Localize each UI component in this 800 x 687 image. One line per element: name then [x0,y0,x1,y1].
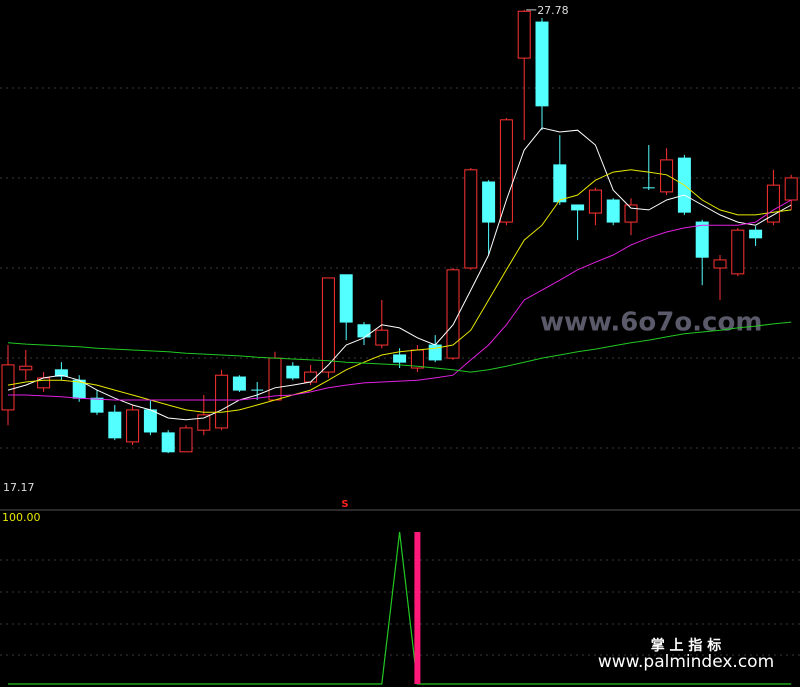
candle-body [126,409,140,443]
candle-body [108,411,122,439]
candle-body [624,204,638,223]
candle-body [304,371,318,383]
candle-body [54,369,68,377]
candle-body [357,324,371,338]
candle-body [90,397,104,413]
candle-body [161,432,175,453]
candle-body [268,357,282,401]
candle-body [339,274,353,323]
candle-body [660,159,674,193]
watermark: www.6o7o.com [540,308,762,338]
candle-body [553,164,567,203]
candle-body [1,364,15,411]
candle-body [695,221,709,258]
candle-body [410,349,424,369]
candle-body [499,119,513,223]
candle-body [393,354,407,363]
candle-body [784,177,798,201]
candle-body [375,329,389,346]
bar [414,532,421,684]
candle-body [143,409,157,433]
candle-body [197,414,211,431]
candle-body [215,374,229,429]
moving-average [7,169,792,413]
candle-body [588,189,602,214]
y-tick-label: 100.00 [2,511,41,524]
indicator-line [8,531,792,685]
candle-body [713,259,727,269]
candle-body [606,199,620,223]
candle-body [571,204,585,211]
candle-body [482,181,496,223]
candle-body [749,229,763,239]
candle-body [286,365,300,379]
candle-body [766,184,780,223]
candle-body [179,427,193,453]
signal-marker: S [341,499,348,510]
candle-body [232,376,246,391]
moving-average [7,321,792,373]
moving-average [7,127,792,421]
candle-body [731,229,745,275]
candle-body [535,21,549,107]
watermark: www.palmindex.com [598,652,774,672]
min-label: 17.17 [3,481,35,494]
candle-body [19,365,33,371]
max-label: 27.78 [537,4,569,17]
moving-average [8,199,792,401]
candle-body [464,169,478,269]
candle-body [517,10,531,59]
candle-body [321,277,335,373]
watermark: 掌 上 指 标 [651,637,722,654]
